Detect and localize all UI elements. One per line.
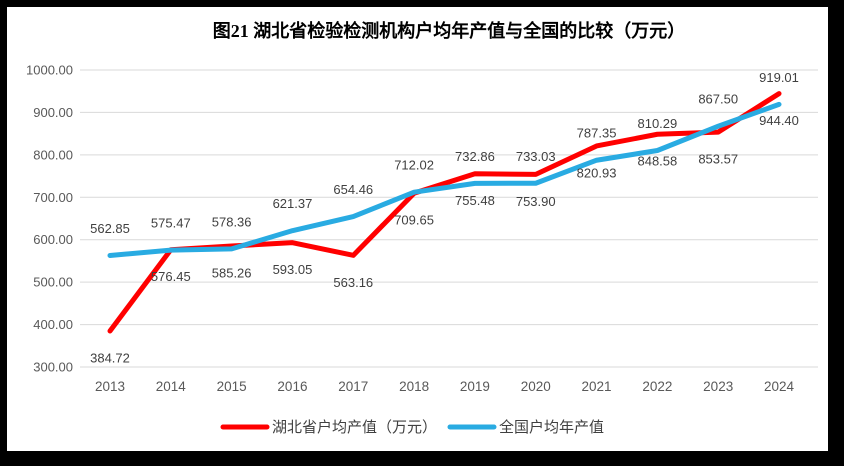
chart-title: 图21 湖北省检验检测机构户均年产值与全国的比较（万元） xyxy=(213,20,686,41)
point-label-s0-2022: 848.58 xyxy=(637,154,677,169)
x-axis-label-2018: 2018 xyxy=(399,379,429,394)
x-axis-label-2023: 2023 xyxy=(703,379,733,394)
point-label-s1-2024: 919.01 xyxy=(759,70,799,85)
point-label-s0-2019: 755.48 xyxy=(455,193,495,208)
point-label-s0-2013: 384.72 xyxy=(90,351,130,366)
x-axis-labels: 2013 2014 2015 2016 2017 2018 2019 2020 2021 2022… xyxy=(95,379,795,394)
x-axis-label-2024: 2024 xyxy=(764,379,795,394)
series-lines xyxy=(107,91,782,334)
point-label-s0-2020: 753.90 xyxy=(516,194,556,209)
point-label-s1-2019: 732.86 xyxy=(455,149,495,164)
x-axis-label-2014: 2014 xyxy=(156,379,187,394)
point-label-s0-2015: 585.26 xyxy=(212,265,252,280)
point-label-s1-2020: 733.03 xyxy=(516,149,556,164)
point-label-s1-2018: 712.02 xyxy=(394,158,434,173)
x-axis-label-2013: 2013 xyxy=(95,379,125,394)
gridlines-layer xyxy=(80,69,818,368)
legend: 湖北省户均产值（万元） 全国户均年产值 xyxy=(220,418,604,436)
point-label-s1-2015: 578.36 xyxy=(212,214,252,229)
legend-label-hubei: 湖北省户均产值（万元） xyxy=(272,419,437,436)
y-tick-label-500: 500.00 xyxy=(33,275,73,290)
x-axis-label-2015: 2015 xyxy=(217,379,247,394)
point-label-s0-2021: 820.93 xyxy=(577,165,617,180)
point-label-s1-2022: 810.29 xyxy=(637,116,677,131)
series-line-1 xyxy=(107,101,782,258)
x-axis-label-2022: 2022 xyxy=(642,379,672,394)
x-axis-label-2019: 2019 xyxy=(460,379,490,394)
chart-background xyxy=(7,7,828,451)
series-line-0 xyxy=(107,91,782,334)
point-label-s0-2014: 576.45 xyxy=(151,269,191,284)
y-tick-label-600: 600.00 xyxy=(33,232,73,247)
point-label-s0-2017: 563.16 xyxy=(333,275,373,290)
legend-label-national: 全国户均年产值 xyxy=(499,418,604,436)
x-axis-label-2017: 2017 xyxy=(338,379,368,394)
point-label-s0-2016: 593.05 xyxy=(273,262,313,277)
point-label-s1-2021: 787.35 xyxy=(577,126,617,141)
point-label-s0-2024: 944.40 xyxy=(759,113,799,128)
point-labels: 384.72 576.45 585.26 593.05 563.16 709.65 755.… xyxy=(90,70,799,366)
point-label-s0-2023: 853.57 xyxy=(698,152,738,167)
y-axis-ticks: 1000.00 900.00 800.00 700.00 600.00 500.00 400… xyxy=(26,63,73,375)
point-label-s1-2023: 867.50 xyxy=(698,92,738,107)
point-label-s1-2016: 621.37 xyxy=(273,196,313,211)
x-axis-label-2020: 2020 xyxy=(521,379,551,394)
point-label-s1-2017: 654.46 xyxy=(333,182,373,197)
y-tick-label-300: 300.00 xyxy=(33,360,73,375)
y-tick-label-400: 400.00 xyxy=(33,317,73,332)
x-axis-label-2021: 2021 xyxy=(582,379,612,394)
point-label-s0-2018: 709.65 xyxy=(394,213,434,228)
y-tick-label-800: 800.00 xyxy=(33,147,73,162)
x-axis-label-2016: 2016 xyxy=(277,379,307,394)
y-tick-label-1000: 1000.00 xyxy=(26,63,73,78)
point-label-s1-2014: 575.47 xyxy=(151,216,191,231)
y-tick-label-700: 700.00 xyxy=(33,190,73,205)
y-tick-label-900: 900.00 xyxy=(33,105,73,120)
point-label-s1-2013: 562.85 xyxy=(90,221,130,236)
